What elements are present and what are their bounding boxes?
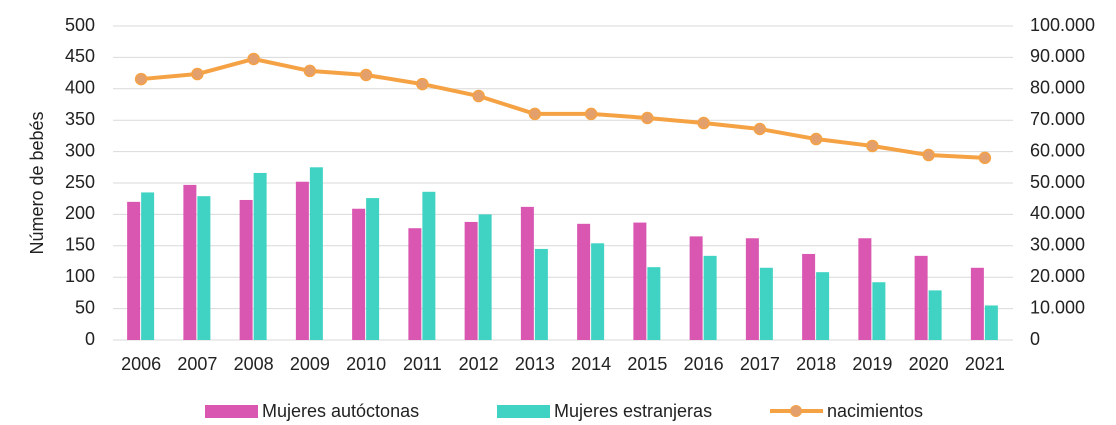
bar: [591, 243, 605, 340]
bar: [352, 208, 366, 340]
bar: [802, 253, 816, 340]
line-marker: [641, 111, 654, 125]
line-marker: [753, 122, 767, 136]
bar: [239, 199, 253, 340]
y2-tick-label: 100.000: [1030, 15, 1095, 35]
x-tick-label: 2009: [290, 354, 330, 374]
x-tick-label: 2017: [740, 354, 780, 374]
legend-label: Mujeres estranjeras: [554, 401, 712, 421]
x-tick-label: 2012: [459, 354, 499, 374]
bar: [197, 196, 211, 340]
y2-tick-label: 40.000: [1030, 203, 1085, 223]
line-marker: [472, 89, 485, 103]
x-tick-label: 2020: [909, 354, 949, 374]
y2-tick-label: 90.000: [1030, 46, 1085, 66]
y-tick-label: 350: [65, 109, 95, 129]
x-tick-label: 2011: [403, 354, 442, 374]
bar: [295, 181, 309, 340]
y2-tick-label: 10.000: [1030, 297, 1085, 317]
bar: [928, 290, 942, 340]
bar: [633, 222, 647, 340]
line-marker: [584, 107, 598, 121]
y-tick-label: 50: [75, 297, 95, 317]
line-marker: [866, 139, 879, 153]
y-tick-label: 0: [85, 329, 95, 349]
bar: [478, 214, 492, 340]
y2-tick-label: 0: [1030, 329, 1040, 349]
bar: [970, 267, 984, 340]
y2-tick-label: 70.000: [1030, 109, 1085, 129]
x-tick-label: 2010: [346, 354, 386, 374]
x-tick-label: 2015: [627, 354, 667, 374]
bar: [141, 192, 155, 340]
line-marker: [809, 132, 823, 146]
bar: [689, 236, 703, 340]
bar: [534, 248, 548, 340]
line-marker: [528, 107, 542, 121]
x-tick-label: 2016: [684, 354, 724, 374]
bar: [520, 206, 534, 340]
bar: [703, 255, 717, 340]
y-axis-label: Número de bebés: [27, 111, 47, 254]
x-tick-label: 2021: [965, 354, 1005, 374]
y-tick-label: 300: [65, 140, 95, 160]
bar: [914, 255, 928, 340]
y2-tick-label: 30.000: [1030, 235, 1085, 255]
legend-label: nacimientos: [827, 401, 923, 421]
line-marker: [247, 52, 260, 66]
bar: [577, 223, 591, 340]
x-tick-label: 2018: [796, 354, 836, 374]
y-tick-label: 250: [65, 172, 95, 192]
legend-swatch: [205, 405, 258, 418]
bar: [253, 172, 267, 340]
line-marker: [303, 64, 317, 78]
bar: [759, 267, 773, 340]
legend-label: Mujeres autóctonas: [262, 401, 419, 421]
bar: [183, 184, 197, 340]
line-marker: [191, 67, 204, 81]
line-marker: [359, 68, 373, 82]
legend-marker: [790, 405, 802, 417]
bar: [858, 238, 872, 340]
bar: [872, 282, 886, 340]
bar: [127, 201, 141, 340]
x-tick-label: 2007: [177, 354, 217, 374]
bar: [984, 305, 998, 340]
line-marker: [922, 148, 935, 162]
bar: [408, 228, 422, 340]
y-tick-label: 450: [65, 46, 95, 66]
line-marker: [697, 116, 710, 130]
bar: [309, 167, 323, 340]
bar: [422, 191, 436, 340]
bar: [647, 267, 661, 340]
y2-tick-label: 60.000: [1030, 140, 1085, 160]
bar: [745, 238, 759, 340]
y-tick-label: 200: [65, 203, 95, 223]
x-tick-label: 2013: [515, 354, 555, 374]
x-tick-label: 2006: [121, 354, 161, 374]
y-tick-label: 500: [65, 15, 95, 35]
y2-tick-label: 20.000: [1030, 266, 1085, 286]
bar: [366, 198, 380, 340]
legend-swatch: [497, 405, 550, 418]
line-marker: [134, 72, 148, 86]
x-tick-label: 2014: [571, 354, 611, 374]
y-tick-label: 100: [65, 266, 95, 286]
bar: [464, 221, 478, 340]
y-tick-label: 400: [65, 78, 95, 98]
x-tick-label: 2008: [234, 354, 274, 374]
y2-tick-label: 80.000: [1030, 78, 1085, 98]
line-marker: [416, 77, 429, 91]
line-marker: [978, 151, 992, 165]
y2-tick-label: 50.000: [1030, 172, 1085, 192]
y-tick-label: 150: [65, 235, 95, 255]
x-tick-label: 2019: [852, 354, 892, 374]
line: [140, 56, 985, 160]
bar: [816, 272, 830, 340]
